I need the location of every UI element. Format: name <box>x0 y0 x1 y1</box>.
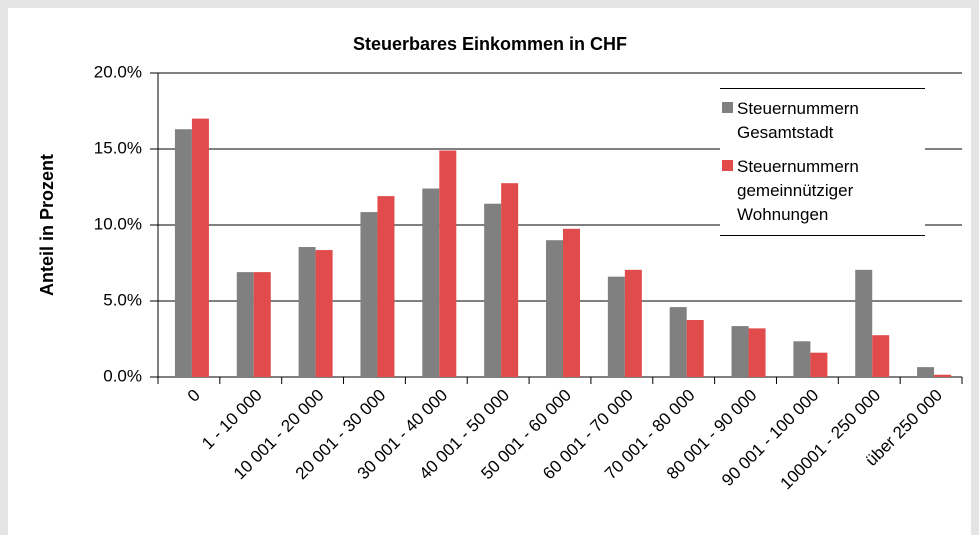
bar <box>422 188 440 377</box>
bar <box>686 320 704 377</box>
bar <box>501 183 519 377</box>
bar <box>748 328 766 377</box>
legend-entry: Steuernummern Gesamtstadt <box>720 97 925 145</box>
bar <box>872 335 890 377</box>
bar <box>917 367 935 377</box>
y-tick-label: 0.0% <box>103 366 142 385</box>
chart-title: Steuerbares Einkommen in CHF <box>353 34 627 54</box>
bar <box>624 269 642 377</box>
bar <box>563 228 580 377</box>
x-tick-label: 0 <box>184 386 204 406</box>
bar <box>546 240 563 377</box>
y-tick-label: 5.0% <box>103 290 142 309</box>
y-tick-label: 15.0% <box>94 138 142 157</box>
bar <box>253 272 271 377</box>
legend-label: Steuernummern gemeinnütziger Wohnungen <box>737 157 859 224</box>
bar <box>607 276 625 377</box>
bar <box>236 272 254 377</box>
legend-swatch <box>722 160 733 171</box>
bar <box>315 250 333 377</box>
legend-entry: Steuernummern gemeinnütziger Wohnungen <box>720 155 925 227</box>
bar <box>191 118 209 377</box>
bar <box>793 341 811 377</box>
legend: Steuernummern Gesamtstadt Steuernummern g… <box>720 88 925 236</box>
bar <box>855 269 873 377</box>
bar <box>810 352 828 377</box>
bar <box>439 150 457 377</box>
y-tick-label: 10.0% <box>94 214 142 233</box>
bar <box>669 307 687 377</box>
legend-swatch <box>722 102 733 113</box>
bar <box>174 129 192 377</box>
bar <box>360 212 378 377</box>
bar <box>934 374 952 377</box>
bar <box>484 203 502 377</box>
legend-label: Steuernummern Gesamtstadt <box>737 99 859 142</box>
bar <box>377 196 395 377</box>
bar <box>731 326 749 377</box>
y-axis-title: Anteil in Prozent <box>37 154 57 296</box>
bar <box>298 247 316 377</box>
y-tick-label: 20.0% <box>94 62 142 81</box>
